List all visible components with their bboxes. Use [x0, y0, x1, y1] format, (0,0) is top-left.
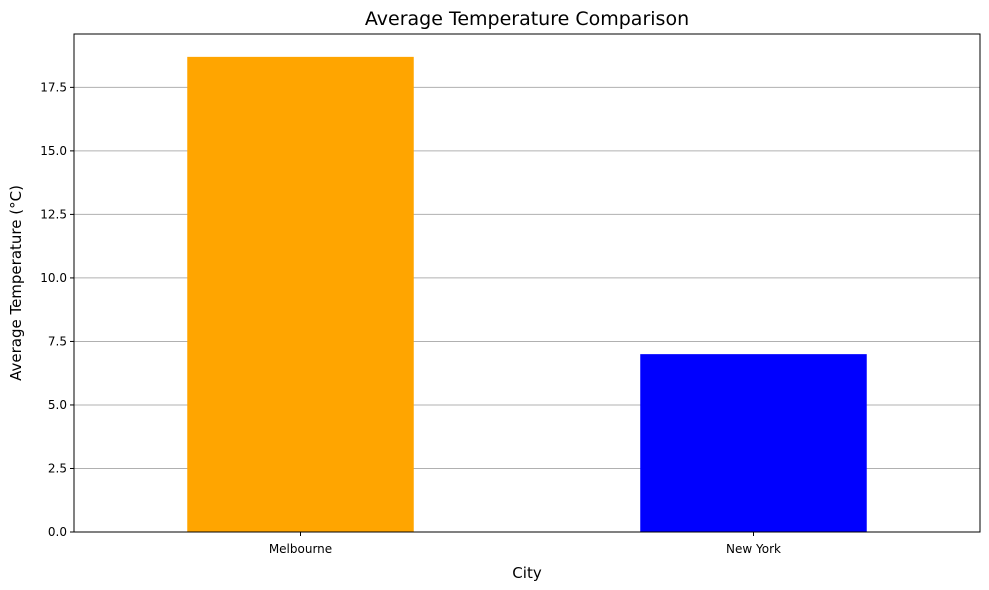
chart-title: Average Temperature Comparison	[365, 8, 689, 30]
y-tick-label: 15.0	[40, 144, 67, 158]
y-tick-label: 0.0	[48, 525, 67, 539]
bar-melbourne	[187, 56, 414, 533]
y-axis-label: Average Temperature (°C)	[7, 185, 25, 381]
y-tick-label: 2.5	[48, 461, 67, 475]
y-tick-label: 17.5	[40, 80, 67, 94]
plot-frame	[73, 33, 981, 533]
bars	[187, 56, 867, 533]
y-axis-ticks: 0.0 2.5 5.0 7.5 10.0 12.5 15.0 17.5	[40, 80, 74, 539]
y-tick-label: 12.5	[40, 207, 67, 221]
x-axis-label: City	[512, 564, 542, 582]
x-axis-ticks: Melbourne New York	[269, 532, 781, 556]
bar-new-york	[640, 354, 867, 532]
x-tick-label: Melbourne	[269, 542, 332, 556]
x-tick-label: New York	[726, 542, 781, 556]
y-tick-label: 7.5	[48, 334, 67, 348]
y-tick-label: 5.0	[48, 398, 67, 412]
y-tick-label: 10.0	[40, 271, 67, 285]
